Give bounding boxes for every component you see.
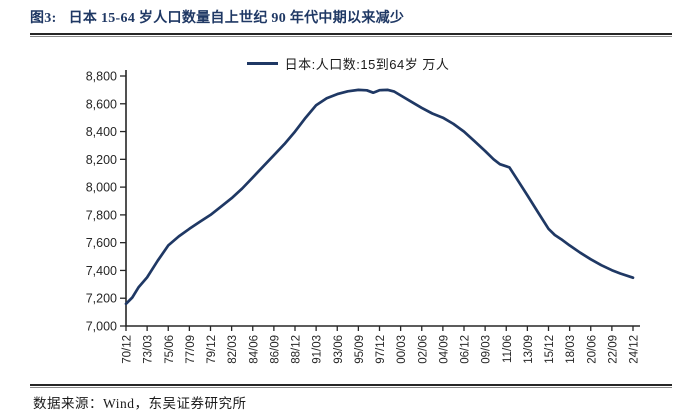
y-axis-label: 8,800 — [86, 70, 117, 84]
legend-line-icon — [246, 62, 278, 65]
x-axis-label: 00/03 — [396, 335, 408, 364]
y-axis-label: 7,400 — [86, 264, 117, 278]
y-axis-label: 7,200 — [86, 292, 117, 306]
x-axis-label: 13/09 — [523, 335, 535, 364]
line-chart-svg: 8,800 8,600 8,400 8,200 8,000 7,800 7,600 7,400… — [86, 70, 641, 364]
x-axis-label: 97/12 — [375, 335, 387, 364]
axes — [125, 70, 640, 327]
top-divider — [30, 33, 672, 37]
y-axis-label: 8,000 — [86, 181, 117, 195]
population-line — [124, 88, 635, 306]
x-axis-label: 70/12 — [122, 335, 134, 364]
legend-label: 日本:人口数:15到64岁 万人 — [284, 57, 450, 72]
bottom-divider — [30, 384, 672, 388]
x-axis-label: 04/09 — [438, 335, 450, 364]
figure-title: 图3: 日本 15-64 岁人口数量自上世纪 90 年代中期以来减少 — [30, 7, 404, 27]
x-axis-label: 84/06 — [248, 335, 260, 364]
y-axis-label: 8,200 — [86, 153, 117, 167]
x-axis-label: 15/12 — [544, 335, 556, 364]
x-axis-label: 24/12 — [629, 335, 641, 364]
x-axis-label: 88/12 — [291, 335, 303, 364]
figure-title-text: 日本 15-64 岁人口数量自上世纪 90 年代中期以来减少 — [68, 11, 405, 26]
y-axis-label: 7,600 — [86, 236, 117, 250]
x-axis-label: 73/03 — [143, 335, 155, 364]
x-axis-label: 11/06 — [502, 335, 514, 363]
y-axis-label: 7,000 — [86, 320, 117, 334]
data-source: 数据来源：Wind，东吴证券研究所 — [33, 396, 247, 411]
chart-area: 8,800 8,600 8,400 8,200 8,000 7,800 7,600 7,400… — [0, 45, 696, 390]
x-axis-label: 75/06 — [164, 335, 176, 364]
x-axis-label: 22/09 — [607, 335, 619, 364]
x-axis-label: 06/12 — [460, 335, 472, 364]
x-axis-label: 79/12 — [206, 335, 218, 364]
x-axis-label: 86/09 — [269, 335, 281, 364]
y-axis-label: 8,600 — [86, 97, 117, 111]
y-axis-label: 8,400 — [86, 125, 117, 139]
x-axis-label: 18/03 — [565, 335, 577, 364]
y-axis-label: 7,800 — [86, 208, 117, 222]
x-axis-label: 95/09 — [354, 335, 366, 364]
x-axis-label: 93/06 — [333, 335, 345, 364]
x-axis-label: 82/03 — [227, 335, 239, 364]
x-axis-label: 20/06 — [586, 335, 598, 364]
chart-legend: 日本:人口数:15到64岁 万人 — [0, 54, 696, 73]
x-axis-label: 77/09 — [185, 335, 197, 364]
x-axis-label: 09/03 — [481, 335, 493, 364]
x-axis-label: 91/03 — [312, 335, 324, 364]
figure-number: 图3: — [30, 11, 57, 26]
x-axis-label: 02/06 — [417, 335, 429, 364]
